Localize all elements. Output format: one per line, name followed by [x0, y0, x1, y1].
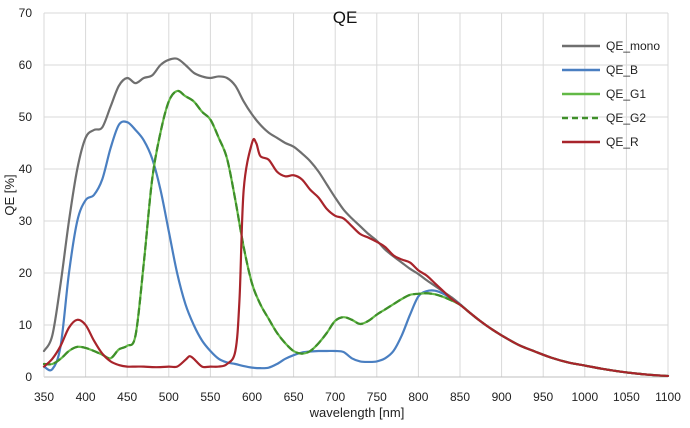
- legend-label: QE_B: [606, 63, 638, 77]
- x-tick-label: 1050: [613, 390, 640, 404]
- x-tick-label: 1000: [571, 390, 598, 404]
- y-tick-label: 0: [25, 370, 32, 384]
- series-line-qe-r: [42, 137, 670, 378]
- y-tick-label: 20: [19, 266, 33, 280]
- legend-item-qe-g1: QE_G1: [562, 87, 646, 101]
- y-tick-label: 60: [19, 58, 33, 72]
- y-tick-label: 50: [19, 110, 33, 124]
- y-tick-label: 40: [19, 162, 33, 176]
- x-tick-label: 900: [492, 390, 512, 404]
- x-tick-label: 650: [284, 390, 304, 404]
- legend-label: QE_R: [606, 135, 639, 149]
- x-axis-label: wavelength [nm]: [309, 405, 405, 420]
- y-tick-label: 70: [19, 6, 33, 20]
- axes: 350 400 450 500 550 600 650 700 750 800 850 900 950 1…: [19, 6, 682, 404]
- x-tick-label: 450: [117, 390, 137, 404]
- legend-item-qe-mono: QE_mono: [562, 39, 660, 53]
- legend: QE_mono QE_B QE_G1 QE_G2 QE_R: [562, 39, 660, 149]
- chart-title: QE: [333, 8, 358, 27]
- x-tick-label: 700: [325, 390, 345, 404]
- legend-label: QE_G1: [606, 87, 646, 101]
- legend-label: QE_G2: [606, 111, 646, 125]
- x-tick-label: 500: [159, 390, 179, 404]
- x-tick-label: 600: [242, 390, 262, 404]
- x-tick-label: 750: [367, 390, 387, 404]
- legend-item-qe-b: QE_B: [562, 63, 638, 77]
- x-tick-label: 950: [533, 390, 553, 404]
- y-tick-label: 10: [19, 318, 33, 332]
- x-tick-label: 550: [200, 390, 220, 404]
- x-tick-label: 400: [76, 390, 96, 404]
- y-tick-label: 30: [19, 214, 33, 228]
- x-tick-label: 800: [408, 390, 428, 404]
- legend-item-qe-r: QE_R: [562, 135, 639, 149]
- x-tick-label: 350: [34, 390, 54, 404]
- legend-item-qe-g2: QE_G2: [562, 111, 646, 125]
- legend-label: QE_mono: [606, 39, 660, 53]
- series-lines: [42, 57, 670, 378]
- x-tick-label: 850: [450, 390, 470, 404]
- x-tick-label: 1100: [655, 390, 681, 404]
- y-axis-label: QE [%]: [2, 174, 17, 215]
